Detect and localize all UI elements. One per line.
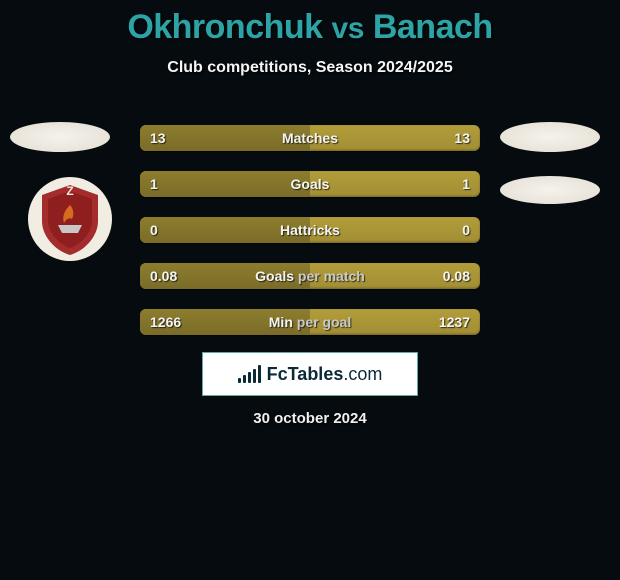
- stat-rows: 13 13 Matches 1 1 Goals 0 0 Hattricks 0.08 0.08 Goa…: [140, 125, 480, 355]
- stat-label: Hattricks: [280, 222, 340, 238]
- stat-value-right: 13: [454, 130, 470, 146]
- brand-bar: [248, 372, 251, 383]
- stat-fill-left: [140, 171, 310, 197]
- stat-row: 0.08 0.08 Goals per match: [140, 263, 480, 289]
- stat-label: Min per goal: [269, 314, 351, 330]
- svg-text:Z: Z: [66, 184, 73, 198]
- brand-bar: [238, 378, 241, 383]
- player2-club-badge-placeholder: [500, 176, 600, 204]
- stat-value-left: 0: [150, 222, 158, 238]
- stat-label: Matches: [282, 130, 338, 146]
- brand-bars-icon: [238, 365, 261, 383]
- stat-label-primary: Goals: [255, 268, 294, 284]
- stat-row: 0 0 Hattricks: [140, 217, 480, 243]
- player1-avatar-placeholder: [10, 122, 110, 152]
- subtitle: Club competitions, Season 2024/2025: [0, 59, 620, 77]
- title-vs: vs: [332, 12, 364, 45]
- stat-value-right: 1237: [439, 314, 470, 330]
- player1-club-badge: Z: [28, 177, 112, 261]
- title-player1: Okhronchuk: [127, 8, 322, 46]
- stat-label: Goals per match: [255, 268, 365, 284]
- brand-bar: [243, 375, 246, 383]
- stat-value-right: 1: [462, 176, 470, 192]
- stat-value-right: 0.08: [443, 268, 470, 284]
- stat-row: 13 13 Matches: [140, 125, 480, 151]
- stat-row: 1 1 Goals: [140, 171, 480, 197]
- brand-text: FcTables.com: [267, 364, 383, 385]
- stat-row: 1266 1237 Min per goal: [140, 309, 480, 335]
- page-title: Okhronchuk vs Banach: [0, 0, 620, 47]
- stat-label-primary: Min: [269, 314, 293, 330]
- brand-box: FcTables.com: [202, 352, 418, 396]
- stat-value-left: 1266: [150, 314, 181, 330]
- brand-name-lite: .com: [343, 364, 382, 384]
- brand-name-bold: FcTables: [267, 364, 344, 384]
- title-player2: Banach: [373, 8, 493, 46]
- stat-label-secondary: per match: [294, 268, 365, 284]
- stat-value-left: 1: [150, 176, 158, 192]
- brand-bar: [253, 369, 256, 383]
- stat-label-primary: Goals: [291, 176, 330, 192]
- stat-value-left: 0.08: [150, 268, 177, 284]
- stat-label: Goals: [291, 176, 330, 192]
- stat-label-primary: Matches: [282, 130, 338, 146]
- stat-label-primary: Hattricks: [280, 222, 340, 238]
- stat-value-left: 13: [150, 130, 166, 146]
- stat-value-right: 0: [462, 222, 470, 238]
- date-label: 30 october 2024: [253, 410, 366, 427]
- stat-label-secondary: per goal: [293, 314, 351, 330]
- player2-avatar-placeholder: [500, 122, 600, 152]
- brand-bar: [258, 365, 261, 383]
